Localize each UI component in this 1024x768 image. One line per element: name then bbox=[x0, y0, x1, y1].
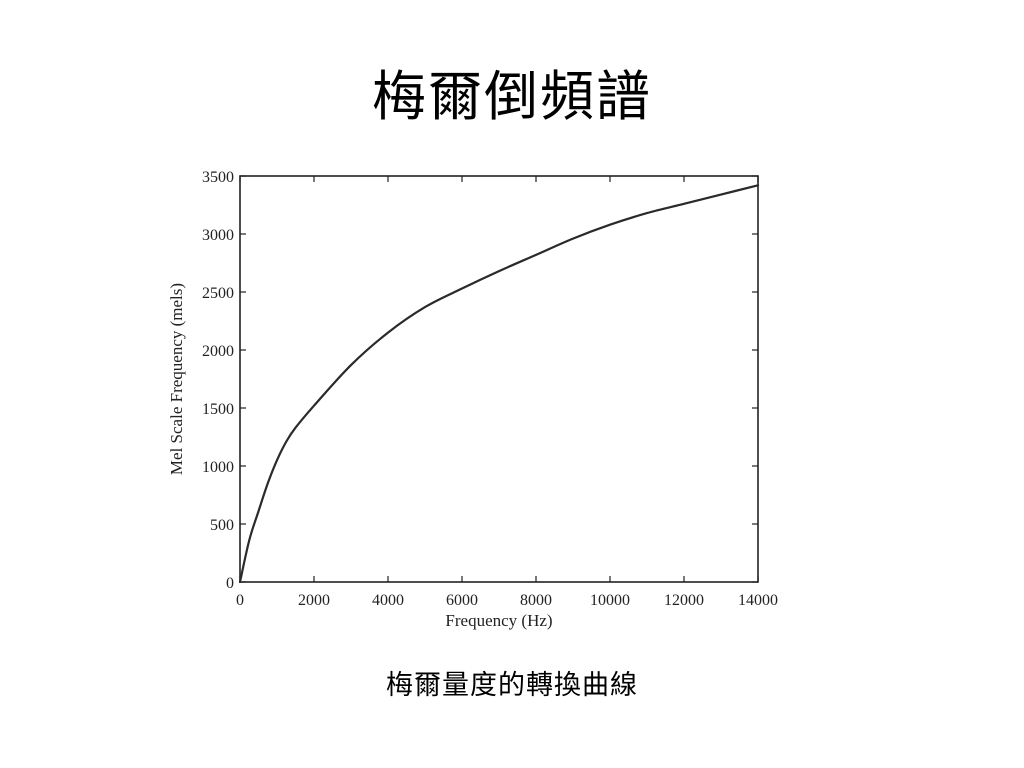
y-tick-label: 1500 bbox=[202, 401, 234, 418]
y-tick-label: 1000 bbox=[202, 459, 234, 476]
mel-curve-line bbox=[238, 184, 760, 584]
x-tick-label: 4000 bbox=[372, 592, 404, 609]
x-tick-label: 14000 bbox=[738, 592, 778, 609]
x-tick-label: 0 bbox=[236, 592, 244, 609]
y-tick-label: 2000 bbox=[202, 343, 234, 360]
chart-ticks: 0 2000 4000 6000 8000 10000 12000 14000 0 500 1000… bbox=[202, 169, 778, 609]
x-tick-label: 10000 bbox=[590, 592, 630, 609]
slide-caption: 梅爾量度的轉換曲線 bbox=[386, 670, 638, 701]
slide-title: 梅爾倒頻譜 bbox=[372, 65, 652, 128]
x-tick-label: 12000 bbox=[664, 592, 704, 609]
x-tick-label: 2000 bbox=[298, 592, 330, 609]
y-tick-label: 3000 bbox=[202, 227, 234, 244]
chart-axes bbox=[239, 175, 759, 583]
y-tick-label: 3500 bbox=[202, 169, 234, 186]
plot-frame bbox=[239, 175, 759, 583]
y-tick-label: 2500 bbox=[202, 285, 234, 302]
x-tick-label: 6000 bbox=[446, 592, 478, 609]
y-tick-label: 0 bbox=[226, 575, 234, 592]
x-axis-label: Frequency (Hz) bbox=[445, 611, 552, 630]
y-axis-label: Mel Scale Frequency (mels) bbox=[167, 283, 186, 475]
y-tick-label: 500 bbox=[210, 517, 234, 534]
chart-series bbox=[238, 184, 760, 584]
x-tick-label: 8000 bbox=[520, 592, 552, 609]
